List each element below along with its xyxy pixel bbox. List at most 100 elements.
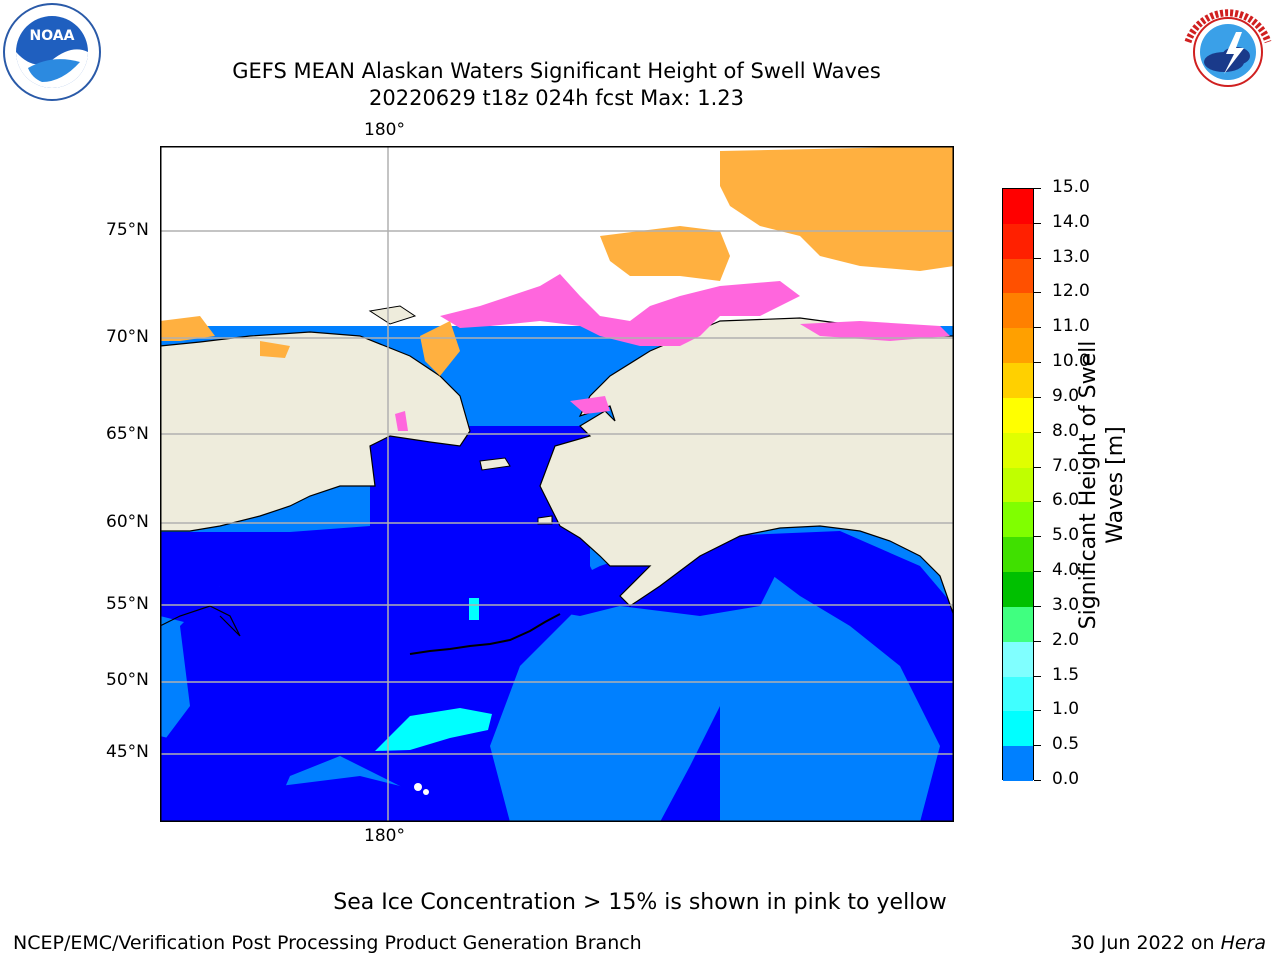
colorbar-tick-label: 2.0 (1052, 629, 1080, 650)
sw-deep-corner (160, 736, 220, 822)
lat-label-45n: 45°N (106, 742, 149, 762)
colorbar-tick-label: 3.0 (1052, 594, 1080, 615)
colorbar-tick-mark (1034, 222, 1041, 224)
cyan-swell-patch (375, 708, 492, 751)
colorbar-segment (1003, 572, 1033, 608)
colorbar-segment (1003, 711, 1033, 747)
colorbar-tick-label: 1.5 (1052, 664, 1080, 685)
colorbar-tick-label: 6.0 (1052, 490, 1080, 511)
sea-ice-pink-patch (395, 411, 408, 431)
colorbar-segment (1003, 641, 1033, 678)
map-svg (159, 146, 955, 822)
lon-label-top: 180° (364, 120, 405, 140)
colorbar-tick-mark (1034, 327, 1041, 329)
lat-label-75n: 75°N (106, 220, 149, 240)
sea-ice-caption: Sea Ice Concentration > 15% is shown in … (333, 890, 947, 915)
sea-ice-pink-east (800, 321, 950, 341)
colorbar-tick-mark (1034, 571, 1041, 573)
colorbar-tick-label: 10.0 (1052, 351, 1090, 372)
cyan-small-patch (469, 598, 479, 620)
sea-ice-orange-patch (260, 341, 290, 358)
lat-label-55n: 55°N (106, 594, 149, 614)
colorbar (1002, 188, 1034, 782)
colorbar-segment (1003, 293, 1033, 329)
map-panel (159, 146, 955, 822)
colorbar-title-line1: Significant Height of Swell (1076, 340, 1101, 630)
colorbar-tick-label: 5.0 (1052, 525, 1080, 546)
colorbar-tick-label: 0.5 (1052, 734, 1080, 755)
colorbar-tick-mark (1034, 745, 1041, 747)
colorbar-tick-mark (1034, 257, 1041, 259)
colorbar-tick-mark (1034, 536, 1041, 538)
colorbar-tick-label: 13.0 (1052, 246, 1090, 267)
sea-ice-orange-north (720, 146, 954, 271)
lat-label-70n: 70°N (106, 327, 149, 347)
colorbar-segment (1003, 189, 1033, 225)
colorbar-segment (1003, 363, 1033, 399)
colorbar-tick-mark (1034, 466, 1041, 468)
colorbar-segment (1003, 258, 1033, 294)
gulf-alaska-deep (720, 531, 954, 822)
south-deep-strip (270, 776, 460, 822)
colorbar-tick-label: 11.0 (1052, 316, 1090, 337)
colorbar-tick-mark (1034, 396, 1041, 398)
sea-ice-pink (440, 274, 800, 346)
colorbar-segment (1003, 606, 1033, 643)
graticule (160, 146, 954, 822)
colorbar-tick-mark (1034, 292, 1041, 294)
colorbar-segment (1003, 676, 1033, 712)
colorbar-segment (1003, 467, 1033, 503)
kamchatka-coast (159, 605, 241, 637)
western-deep-region (160, 526, 390, 646)
lat-label-50n: 50°N (106, 670, 149, 690)
colorbar-tick-label: 14.0 (1052, 211, 1090, 232)
nunivak-island (537, 515, 553, 525)
st-lawrence-island (479, 457, 511, 471)
aleutian-islands (409, 613, 561, 655)
colorbar-tick-label: 9.0 (1052, 385, 1080, 406)
colorbar-tick-mark (1034, 501, 1041, 503)
noaa-logo: NOAA (2, 2, 102, 102)
bering-deep-region (160, 436, 600, 822)
alaska-land (539, 317, 955, 617)
colorbar-tick-label: 8.0 (1052, 420, 1080, 441)
pacific-deep-strip (660, 706, 720, 822)
colorbar-tick-mark (1034, 431, 1041, 433)
white-hole (414, 783, 422, 791)
colorbar-tick-mark (1034, 780, 1041, 781)
white-hole (423, 789, 429, 795)
siberia-land (159, 331, 471, 532)
footer-date: 30 Jun 2022 on Hera (1071, 932, 1267, 954)
colorbar-tick-label: 12.0 (1052, 281, 1090, 302)
nws-logo (1178, 2, 1278, 102)
colorbar-tick-mark (1034, 188, 1041, 189)
noaa-logo-text: NOAA (30, 28, 75, 44)
colorbar-segment (1003, 502, 1033, 538)
lat-label-65n: 65°N (106, 424, 149, 444)
colorbar-segment (1003, 397, 1033, 434)
colorbar-tick-mark (1034, 710, 1041, 712)
colorbar-tick-label: 15.0 (1052, 177, 1090, 197)
colorbar-segment (1003, 746, 1033, 782)
colorbar-title-line2: Waves [m] (1103, 426, 1128, 544)
colorbar-tick-label: 0.0 (1052, 769, 1080, 789)
colorbar-tick-mark (1034, 640, 1041, 642)
colorbar-tick-mark (1034, 675, 1041, 677)
chart-title-line2: 20220629 t18z 024h fcst Max: 1.23 (369, 86, 744, 110)
colorbar-segment (1003, 537, 1033, 573)
colorbar-segment (1003, 328, 1033, 364)
footer-machine: Hera (1220, 932, 1266, 954)
colorbar-tick-mark (1034, 605, 1041, 607)
lon-label-bottom: 180° (364, 826, 405, 846)
footer-date-text: 30 Jun 2022 on (1070, 932, 1215, 954)
central-deep-region (370, 426, 600, 536)
colorbar-tick-label: 7.0 (1052, 455, 1080, 476)
sea-ice-pink-patch (570, 396, 610, 414)
colorbar-segment (1003, 432, 1033, 469)
map-frame (160, 146, 954, 822)
colorbar-tick-label: 1.0 (1052, 699, 1080, 720)
colorbar-segment (1003, 223, 1033, 260)
sea-ice-orange-west (160, 316, 215, 341)
colorbar-tick-label: 4.0 (1052, 560, 1080, 581)
lat-label-60n: 60°N (106, 512, 149, 532)
